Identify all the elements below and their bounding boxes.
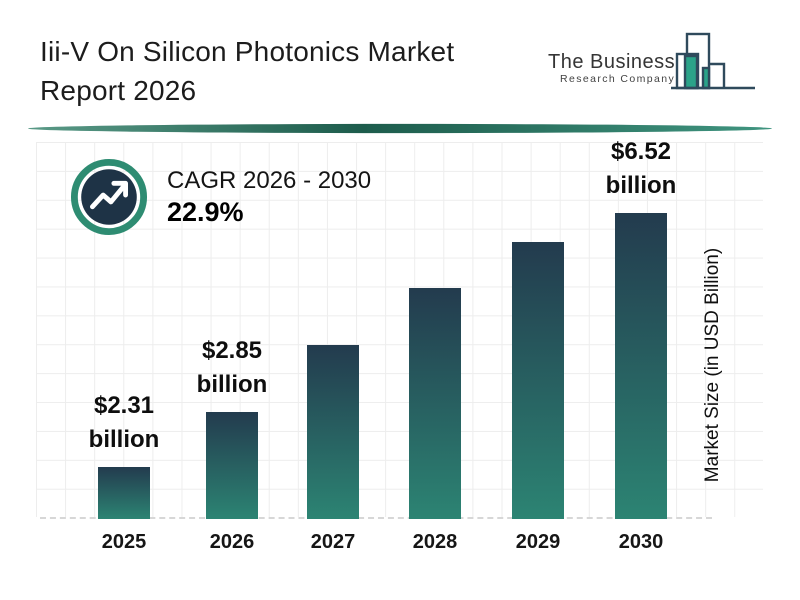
cagr-badge: CAGR 2026 - 2030 22.9% <box>70 158 371 236</box>
value-unit: billion <box>605 172 677 199</box>
logo-name: The Business <box>548 51 676 73</box>
value-amount: $6.52 <box>610 138 672 165</box>
x-tick-2030: 2030 <box>618 531 664 553</box>
cagr-value: 22.9% <box>167 197 244 227</box>
page-title-line2: Report 2026 <box>40 75 197 106</box>
x-tick-2027: 2027 <box>310 531 356 553</box>
y-axis-label: Market Size (in USD Billion) <box>702 247 723 483</box>
bar-2025 <box>98 467 150 519</box>
cagr-text: CAGR 2026 - 2030 22.9% <box>167 165 371 229</box>
trend-up-icon <box>70 158 148 236</box>
header-divider-swoosh <box>28 123 772 134</box>
bar-buildings-logo-icon <box>671 32 756 90</box>
chart-baseline <box>40 517 712 519</box>
value-label-2030: $6.52 billion <box>586 135 696 203</box>
value-amount: $2.31 <box>93 392 155 419</box>
bar-2029 <box>512 242 564 519</box>
x-tick-2025: 2025 <box>101 531 147 553</box>
cagr-label: CAGR 2026 - 2030 <box>167 167 372 194</box>
x-tick-2029: 2029 <box>515 531 561 553</box>
page-title-line1: Iii-V On Silicon Photonics Market <box>40 36 455 67</box>
company-logo: The Business Research Company <box>548 30 757 92</box>
x-tick-2026: 2026 <box>209 531 255 553</box>
value-unit: billion <box>88 426 160 453</box>
page-title: Iii-V On Silicon Photonics Market Report… <box>40 32 454 110</box>
value-label-2026: $2.85 billion <box>177 334 287 402</box>
bar-2026 <box>206 412 258 519</box>
bar-chart: CAGR 2026 - 2030 22.9% $2.31 billion 2025 $… <box>0 138 800 553</box>
bar-2030 <box>615 213 667 519</box>
value-amount: $2.85 <box>201 337 263 364</box>
logo-subtitle: Research Company <box>559 73 676 85</box>
value-unit: billion <box>196 371 268 398</box>
bar-2027 <box>307 345 359 519</box>
company-logo-text: The Business Research Company <box>548 51 675 85</box>
x-tick-2028: 2028 <box>412 531 458 553</box>
bar-2028 <box>409 288 461 519</box>
value-label-2025: $2.31 billion <box>69 389 179 457</box>
